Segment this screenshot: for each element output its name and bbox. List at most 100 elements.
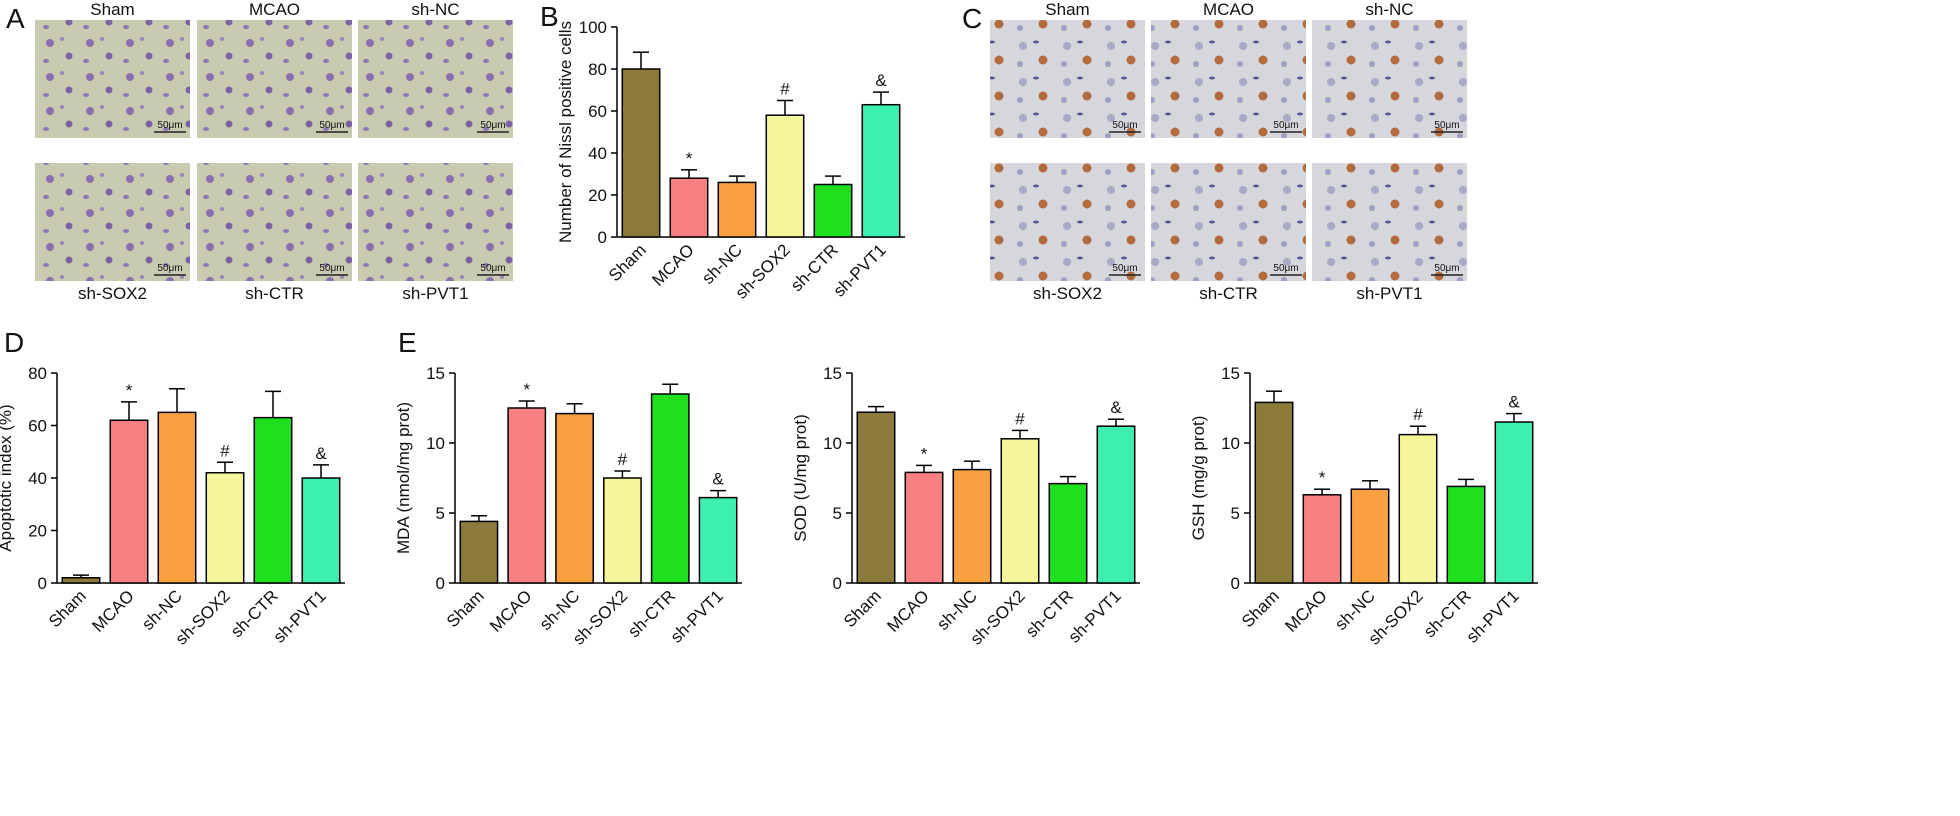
- y-tick-label: 20: [28, 522, 47, 541]
- significance-mark: *: [921, 444, 928, 463]
- significance-mark: #: [220, 441, 230, 460]
- y-tick-label: 40: [28, 469, 47, 488]
- bar: [1254, 401, 1294, 584]
- y-axis-label: Apoptotic index (%): [0, 404, 15, 551]
- significance-mark: &: [712, 470, 724, 489]
- bar: [621, 68, 661, 238]
- y-tick-label: 60: [588, 102, 607, 121]
- y-tick-label: 5: [436, 504, 445, 523]
- y-tick-label: 10: [426, 434, 445, 453]
- bar: [698, 496, 738, 584]
- bar: [669, 177, 709, 238]
- x-tick-label: sh-PVT1: [830, 240, 890, 300]
- y-tick-label: 80: [588, 60, 607, 79]
- bar: [1000, 438, 1040, 584]
- y-axis-label: MDA (nmol/mg prot): [394, 402, 413, 554]
- y-tick-label: 15: [426, 364, 445, 383]
- y-tick-label: 0: [38, 574, 47, 593]
- scale-bar-label: 50μm: [480, 120, 505, 131]
- y-axis-label: Number of Nissl positive cells: [556, 21, 575, 243]
- image-label: MCAO: [1203, 0, 1254, 19]
- scale-bar-label: 50μm: [1434, 263, 1459, 274]
- significance-mark: &: [1110, 398, 1122, 417]
- scale-bar-label: 50μm: [319, 120, 344, 131]
- significance-mark: *: [686, 149, 693, 168]
- image-label: sh-CTR: [245, 284, 304, 303]
- panel-letter: C: [962, 3, 982, 34]
- image-label: MCAO: [249, 0, 300, 19]
- y-tick-label: 0: [436, 574, 445, 593]
- x-tick-label: MCAO: [88, 586, 137, 635]
- bar: [1048, 482, 1088, 584]
- scale-bar-label: 50μm: [1112, 263, 1137, 274]
- x-tick-label: sh-PVT1: [270, 586, 330, 646]
- y-tick-label: 40: [588, 144, 607, 163]
- bar: [952, 468, 992, 584]
- bar: [603, 477, 642, 584]
- scale-bar-label: 50μm: [1273, 263, 1298, 274]
- significance-mark: &: [1508, 393, 1520, 412]
- bar: [856, 411, 896, 584]
- bar: [61, 577, 101, 584]
- bar: [507, 407, 547, 584]
- x-tick-label: Sham: [840, 586, 885, 631]
- x-tick-label: MCAO: [486, 586, 535, 635]
- y-tick-label: 0: [833, 574, 842, 593]
- bar: [1096, 425, 1136, 584]
- bar: [813, 183, 853, 238]
- micrograph: [197, 20, 352, 138]
- bar: [157, 411, 197, 584]
- panel-letter: D: [4, 327, 24, 358]
- bar: [1398, 433, 1438, 584]
- significance-mark: #: [780, 80, 790, 99]
- scale-bar-label: 50μm: [1434, 120, 1459, 131]
- image-label: sh-SOX2: [78, 284, 147, 303]
- bar: [765, 114, 805, 238]
- image-label: sh-PVT1: [1356, 284, 1422, 303]
- x-tick-label: Sham: [1238, 586, 1283, 631]
- significance-mark: &: [315, 444, 327, 463]
- x-tick-label: Sham: [605, 240, 650, 285]
- y-tick-label: 15: [1221, 364, 1240, 383]
- image-label: sh-NC: [1365, 0, 1413, 19]
- x-tick-label: sh-PVT1: [1463, 586, 1523, 646]
- scale-bar-label: 50μm: [1273, 120, 1298, 131]
- x-tick-label: sh-PVT1: [667, 586, 727, 646]
- bar: [717, 181, 757, 238]
- y-axis-label: GSH (mg/g prot): [1189, 416, 1208, 541]
- image-label: sh-CTR: [1199, 284, 1258, 303]
- scale-bar-label: 50μm: [157, 120, 182, 131]
- bar: [1350, 488, 1390, 584]
- bar: [301, 477, 341, 584]
- micrograph: [1151, 20, 1306, 138]
- bar: [109, 419, 149, 584]
- significance-mark: *: [1319, 468, 1326, 487]
- x-tick-label: Sham: [443, 586, 488, 631]
- micrograph: [1151, 163, 1306, 281]
- image-label: Sham: [1045, 0, 1089, 19]
- significance-mark: #: [618, 450, 628, 469]
- scale-bar-label: 50μm: [480, 263, 505, 274]
- micrograph: [990, 20, 1145, 138]
- micrograph: [35, 163, 190, 281]
- x-tick-label: MCAO: [883, 586, 932, 635]
- scale-bar-label: 50μm: [319, 263, 344, 274]
- bar: [904, 471, 944, 584]
- bar: [650, 393, 690, 584]
- image-label: sh-NC: [411, 0, 459, 19]
- scale-bar-label: 50μm: [1112, 120, 1137, 131]
- micrograph: [358, 163, 513, 281]
- bar: [1446, 485, 1486, 584]
- panel-letter: B: [540, 1, 559, 32]
- y-axis-label: SOD (U/mg prot): [791, 414, 810, 542]
- micrograph: [990, 163, 1145, 281]
- y-tick-label: 5: [1231, 504, 1240, 523]
- bar: [205, 472, 245, 584]
- micrograph: [1312, 163, 1467, 281]
- y-tick-label: 10: [823, 434, 842, 453]
- image-label: Sham: [90, 0, 134, 19]
- y-tick-label: 20: [588, 186, 607, 205]
- image-label: sh-SOX2: [1033, 284, 1102, 303]
- bar: [459, 520, 499, 584]
- panel-letter: A: [6, 3, 25, 34]
